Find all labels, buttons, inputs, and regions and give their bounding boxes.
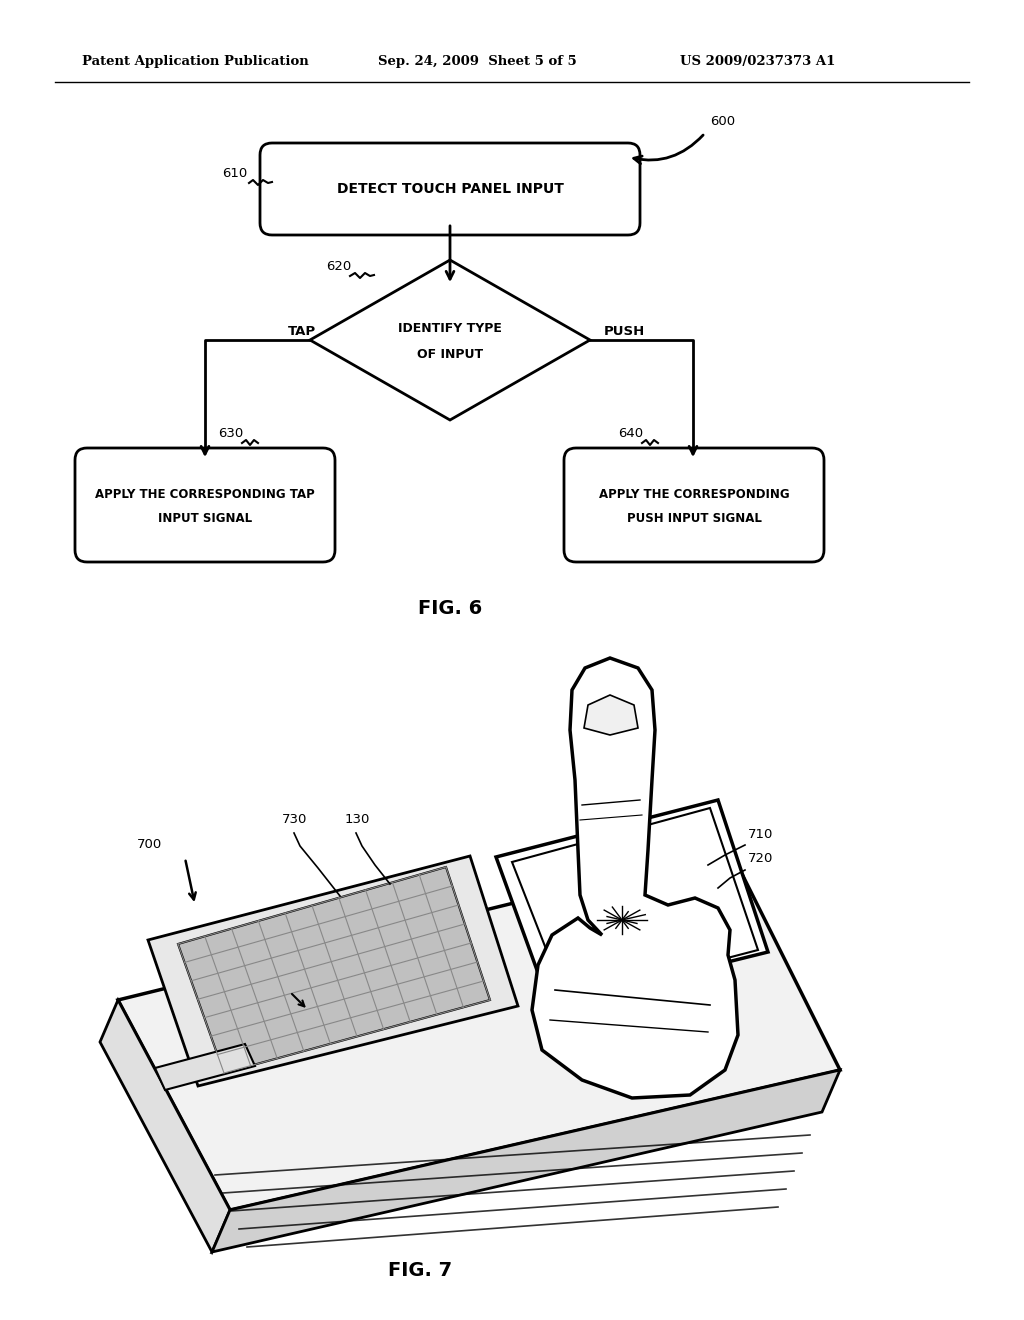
Text: APPLY THE CORRESPONDING TAP: APPLY THE CORRESPONDING TAP [95, 488, 314, 502]
FancyBboxPatch shape [75, 447, 335, 562]
Text: IDENTIFY TYPE: IDENTIFY TYPE [398, 322, 502, 334]
FancyBboxPatch shape [260, 143, 640, 235]
Text: PUSH: PUSH [604, 325, 645, 338]
Text: APPLY THE CORRESPONDING: APPLY THE CORRESPONDING [599, 488, 790, 502]
Text: 600: 600 [710, 115, 735, 128]
Polygon shape [118, 850, 840, 1210]
Text: 610: 610 [222, 168, 247, 180]
Text: DETECT TOUCH PANEL INPUT: DETECT TOUCH PANEL INPUT [337, 182, 563, 195]
Polygon shape [512, 808, 758, 1001]
Polygon shape [212, 1071, 840, 1251]
Text: US 2009/0237373 A1: US 2009/0237373 A1 [680, 55, 836, 69]
Text: 700: 700 [137, 838, 162, 851]
Polygon shape [148, 855, 518, 1086]
Text: Sep. 24, 2009  Sheet 5 of 5: Sep. 24, 2009 Sheet 5 of 5 [378, 55, 577, 69]
Text: 640: 640 [618, 426, 643, 440]
Text: 720: 720 [748, 851, 773, 865]
Text: 130: 130 [345, 813, 371, 826]
Text: INPUT SIGNAL: INPUT SIGNAL [158, 511, 252, 524]
Polygon shape [155, 1044, 255, 1090]
Polygon shape [310, 260, 590, 420]
Text: 620: 620 [326, 260, 351, 273]
Text: 710: 710 [748, 828, 773, 841]
Polygon shape [178, 867, 490, 1073]
Polygon shape [584, 696, 638, 735]
Text: TAP: TAP [288, 325, 316, 338]
Text: 730: 730 [282, 813, 307, 826]
Text: PUSH INPUT SIGNAL: PUSH INPUT SIGNAL [627, 511, 762, 524]
FancyBboxPatch shape [564, 447, 824, 562]
Polygon shape [532, 657, 738, 1098]
Polygon shape [100, 1001, 230, 1251]
Text: FIG. 6: FIG. 6 [418, 598, 482, 618]
Text: Patent Application Publication: Patent Application Publication [82, 55, 309, 69]
Text: 630: 630 [218, 426, 244, 440]
Polygon shape [496, 800, 768, 1006]
Text: FIG. 7: FIG. 7 [388, 1261, 452, 1279]
Text: OF INPUT: OF INPUT [417, 347, 483, 360]
